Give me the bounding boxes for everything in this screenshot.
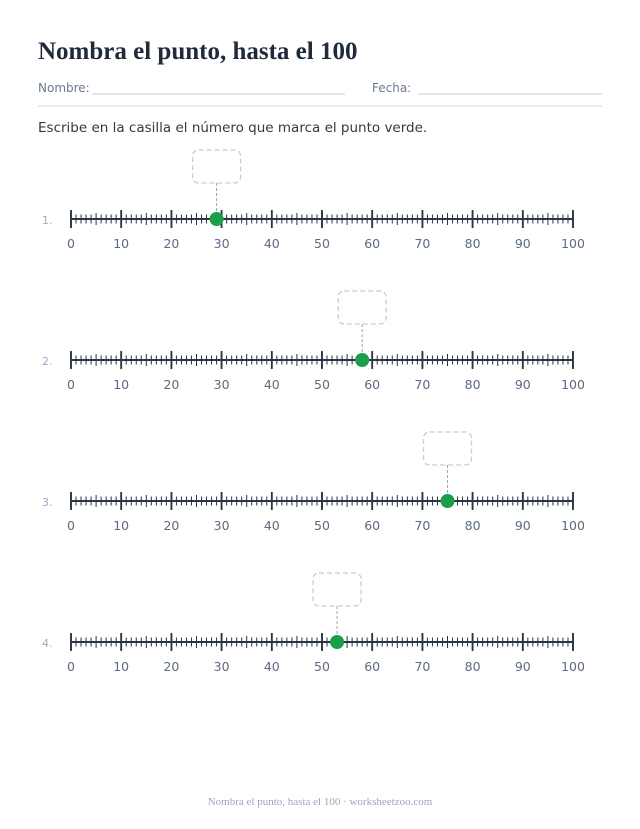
tick-label: 10 — [113, 377, 129, 392]
tick-label: 60 — [364, 518, 380, 533]
tick-label: 10 — [113, 236, 129, 251]
title: Nombra el punto, hasta el 100 — [38, 38, 357, 65]
tick-label: 90 — [515, 659, 531, 674]
tick-label: 10 — [113, 659, 129, 674]
tick-label: 30 — [214, 236, 230, 251]
tick-label: 30 — [214, 659, 230, 674]
answer-box — [191, 149, 242, 184]
tick-label: 70 — [414, 377, 430, 392]
tick-label: 70 — [414, 659, 430, 674]
problem-number: 1. — [42, 214, 53, 227]
tick-label: 20 — [163, 518, 179, 533]
tick-label: 60 — [364, 377, 380, 392]
tick-label: 40 — [264, 659, 280, 674]
date-label: Fecha: — [372, 81, 411, 95]
tick-label: 40 — [264, 236, 280, 251]
tick-label: 50 — [314, 236, 330, 251]
tick-label: 90 — [515, 518, 531, 533]
footer: Nombra el punto, hasta el 100 · workshee… — [208, 796, 433, 808]
name-label: Nombre: — [38, 81, 90, 95]
tick-label: 60 — [364, 236, 380, 251]
point — [330, 635, 345, 649]
problem-number: 3. — [42, 496, 53, 509]
tick-label: 70 — [414, 236, 430, 251]
tick-label: 80 — [465, 236, 481, 251]
tick-label: 50 — [314, 659, 330, 674]
tick-label: 0 — [67, 236, 75, 251]
problem-number: 4. — [42, 637, 53, 650]
tick-label: 100 — [561, 518, 585, 533]
tick-label: 0 — [67, 518, 75, 533]
tick-label: 30 — [214, 518, 230, 533]
tick-label: 50 — [314, 377, 330, 392]
tick-label: 90 — [515, 236, 531, 251]
tick-label: 90 — [515, 377, 531, 392]
point — [355, 353, 370, 367]
tick-label: 0 — [67, 377, 75, 392]
point — [440, 494, 455, 508]
tick-label: 20 — [163, 659, 179, 674]
point — [209, 212, 224, 226]
answer-box — [312, 572, 362, 607]
tick-label: 40 — [264, 518, 280, 533]
tick-label: 10 — [113, 518, 129, 533]
tick-label: 30 — [214, 377, 230, 392]
tick-label: 60 — [364, 659, 380, 674]
tick-label: 50 — [314, 518, 330, 533]
tick-label: 20 — [163, 377, 179, 392]
tick-label: 80 — [465, 518, 481, 533]
tick-label: 100 — [561, 236, 585, 251]
tick-label: 80 — [465, 377, 481, 392]
tick-label: 0 — [67, 659, 75, 674]
tick-label: 100 — [561, 659, 585, 674]
tick-label: 20 — [163, 236, 179, 251]
instructions: Escribe en la casilla el número que marc… — [38, 120, 427, 136]
tick-label: 100 — [561, 377, 585, 392]
answer-box — [337, 290, 387, 325]
tick-label: 70 — [414, 518, 430, 533]
tick-label: 80 — [465, 659, 481, 674]
answer-box — [422, 431, 473, 466]
tick-label: 40 — [264, 377, 280, 392]
problem-number: 2. — [42, 355, 53, 368]
